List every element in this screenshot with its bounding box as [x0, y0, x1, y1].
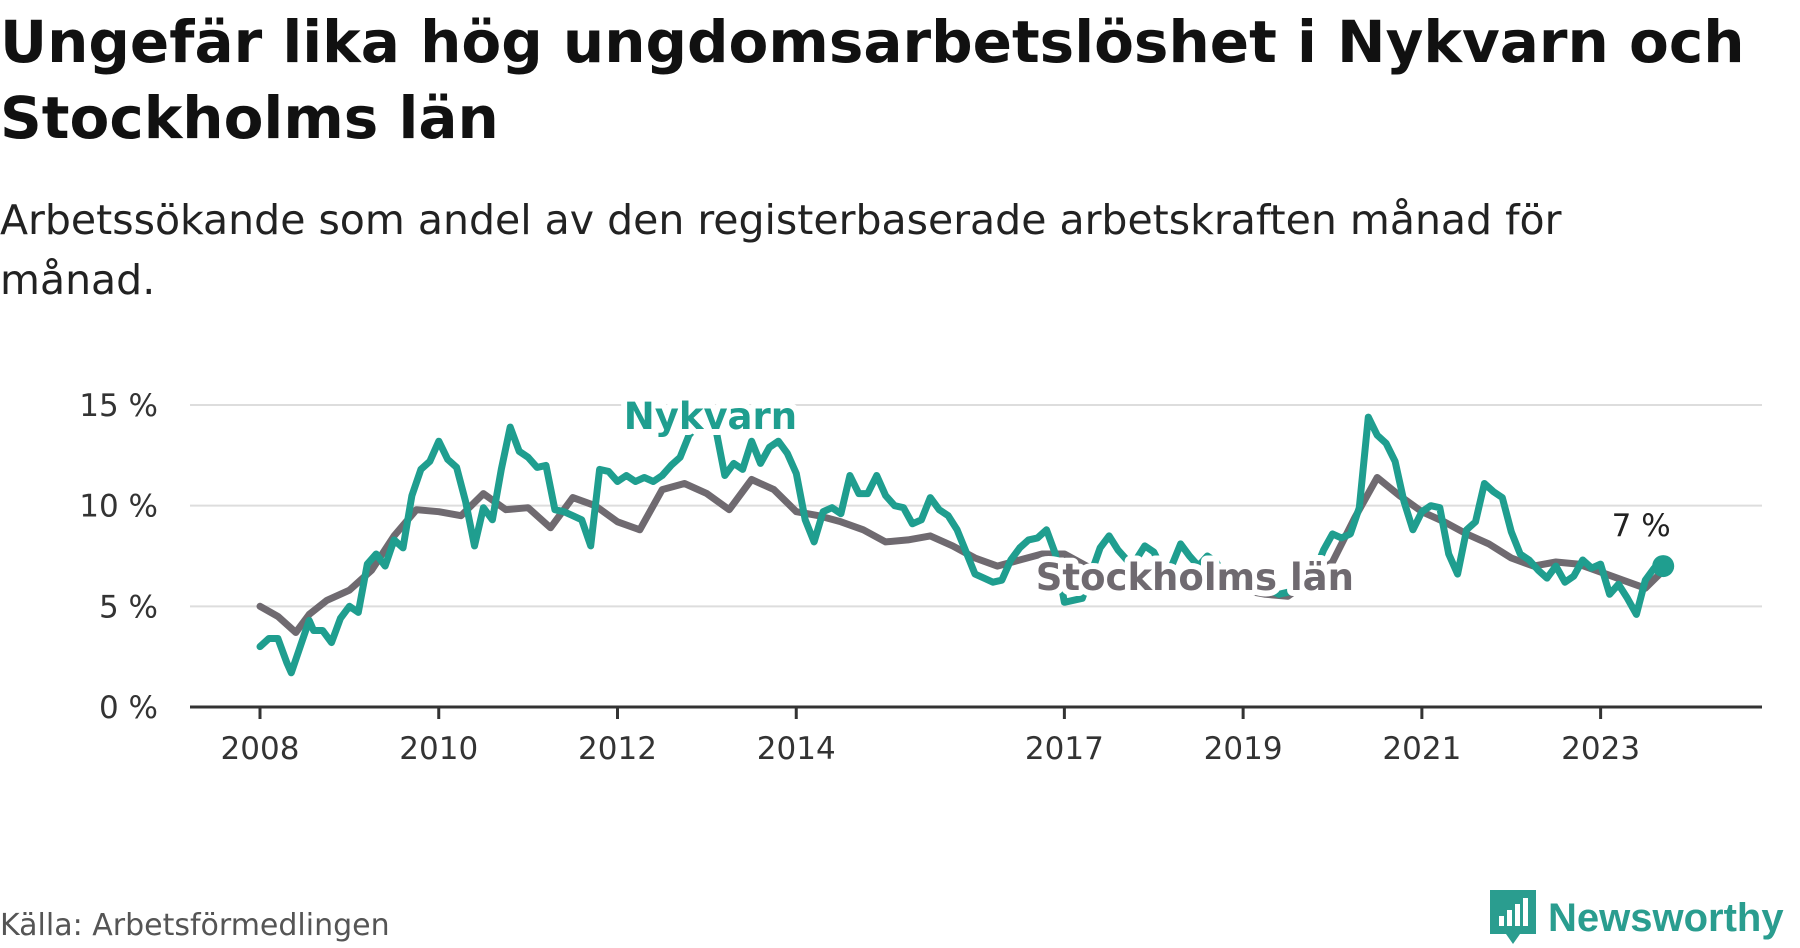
x-axis: 2008 2010 2012 2014 2017 2019 2021 2023: [190, 705, 1762, 767]
y-tick-label: 15 %: [79, 388, 158, 424]
chart-title: Ungefär lika hög ungdomsarbetslöshet i N…: [0, 8, 1745, 152]
label-stockholm: Stockholms län: [1036, 556, 1354, 599]
x-tick-label: 2008: [221, 731, 300, 767]
brand-name: Newsworthy: [1548, 895, 1784, 940]
line-chart: 0 %5 %10 %15 % 2008 2010 2012 2014 2017 2019 2…: [79, 388, 1762, 767]
chart-subtitle: Arbetssökande som andel av den registerb…: [0, 196, 1562, 304]
x-tick-label: 2023: [1561, 731, 1640, 767]
y-tick-label: 10 %: [79, 489, 158, 525]
x-tick-label: 2010: [399, 731, 478, 767]
series-line-nykvarn: [256, 413, 1667, 677]
end-point-marker: [1652, 555, 1675, 578]
x-tick-label: 2021: [1382, 731, 1461, 767]
source-note: Källa: Arbetsförmedlingen: [0, 908, 390, 943]
y-axis: 0 % 5 % 10 % 15 %: [79, 388, 158, 726]
y-tick-label: 5 %: [99, 589, 158, 625]
end-value-label: 7 %: [1612, 508, 1671, 544]
brand-logo: Newsworthy: [1490, 888, 1784, 948]
grid-lines: [190, 404, 1762, 608]
newsworthy-logo-icon: [1490, 890, 1536, 944]
x-tick-label: 2017: [1025, 731, 1104, 767]
x-tick-label: 2019: [1204, 731, 1283, 767]
y-tick-label: 0 %: [99, 690, 158, 726]
label-nykvarn: Nykvarn: [624, 395, 797, 438]
series-lines: [256, 413, 1675, 677]
series-line-stockholm: [256, 474, 1672, 636]
x-tick-label: 2014: [757, 731, 836, 767]
x-tick-label: 2012: [578, 731, 657, 767]
series-labels: 7 % Nykvarn Stockholms län: [618, 389, 1671, 605]
